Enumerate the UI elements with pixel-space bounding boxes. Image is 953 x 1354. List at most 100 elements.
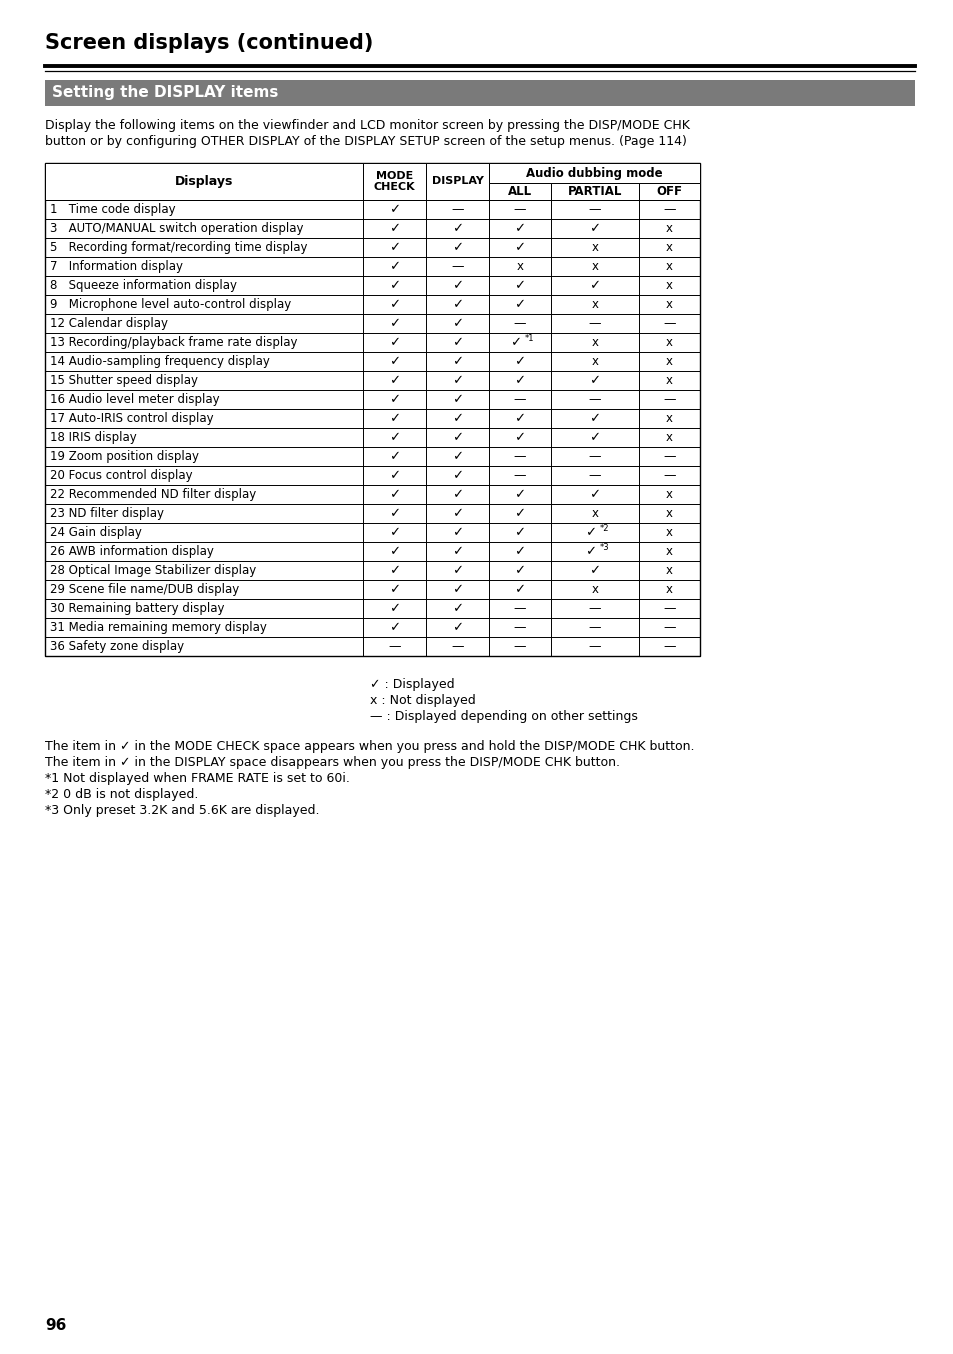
Text: ✓: ✓ [589,565,600,577]
Text: 20 Focus control display: 20 Focus control display [50,468,193,482]
Text: 23 ND filter display: 23 ND filter display [50,506,164,520]
Text: x: x [665,374,672,387]
Text: ✓: ✓ [514,298,525,311]
Text: ✓: ✓ [514,279,525,292]
Text: DISPLAY: DISPLAY [431,176,483,187]
Text: x: x [591,506,598,520]
Text: ✓: ✓ [589,374,600,387]
Text: *3 Only preset 3.2K and 5.6K are displayed.: *3 Only preset 3.2K and 5.6K are display… [45,804,319,816]
Bar [489,162,700,183]
Text: ✓: ✓ [452,336,462,349]
Text: x: x [591,355,598,368]
Text: ✓: ✓ [389,203,399,217]
Text: *1 Not displayed when FRAME RATE is set to 60i.: *1 Not displayed when FRAME RATE is set … [45,772,350,785]
Text: —: — [451,640,463,653]
Text: ✓: ✓ [389,431,399,444]
Text: x: x [591,336,598,349]
Text: *1: *1 [524,334,534,343]
Text: Displays: Displays [174,175,233,188]
Text: 22 Recommended ND filter display: 22 Recommended ND filter display [50,487,256,501]
Text: *2: *2 [599,524,609,533]
Text: —: — [662,203,675,217]
Text: —: — [662,393,675,406]
Bar [639,183,700,200]
Text: ✓: ✓ [452,222,462,236]
Bar [426,162,489,200]
Text: 15 Shutter speed display: 15 Shutter speed display [50,374,198,387]
Text: —: — [662,603,675,615]
Text: —: — [588,203,600,217]
Text: *3: *3 [599,543,609,552]
Text: —: — [662,640,675,653]
Text: ✓: ✓ [514,546,525,558]
Text: —: — [588,603,600,615]
Text: —: — [451,260,463,274]
Text: 26 AWB information display: 26 AWB information display [50,546,213,558]
Text: The item in ✓ in the DISPLAY space disappears when you press the DISP/MODE CHK b: The item in ✓ in the DISPLAY space disap… [45,756,619,769]
Text: button or by configuring OTHER DISPLAY of the DISPLAY SETUP screen of the setup : button or by configuring OTHER DISPLAY o… [45,135,686,148]
Text: x: x [665,584,672,596]
Text: x : Not displayed: x : Not displayed [370,695,476,707]
Text: 30 Remaining battery display: 30 Remaining battery display [50,603,224,615]
Text: ✓: ✓ [514,506,525,520]
Text: x: x [665,241,672,255]
Text: ✓: ✓ [389,317,399,330]
Text: 3   AUTO/MANUAL switch operation display: 3 AUTO/MANUAL switch operation display [50,222,303,236]
Bar [45,162,363,200]
Text: ✓: ✓ [452,621,462,634]
Text: 12 Calendar display: 12 Calendar display [50,317,168,330]
Text: 19 Zoom position display: 19 Zoom position display [50,450,199,463]
Text: —: — [514,393,526,406]
Text: ✓: ✓ [389,603,399,615]
Text: ✓: ✓ [452,298,462,311]
Text: OFF: OFF [656,185,681,198]
Text: x: x [665,355,672,368]
Text: —: — [451,203,463,217]
Text: ✓: ✓ [389,241,399,255]
Text: x: x [665,546,672,558]
Text: x: x [516,260,523,274]
Text: x: x [665,506,672,520]
Text: ✓: ✓ [452,603,462,615]
Text: ✓: ✓ [389,412,399,425]
Text: ✓: ✓ [514,525,525,539]
Text: —: — [514,603,526,615]
Text: x: x [665,412,672,425]
Text: ✓: ✓ [589,412,600,425]
Text: —: — [588,450,600,463]
Text: ✓: ✓ [389,546,399,558]
Text: ALL: ALL [507,185,532,198]
Text: *2 0 dB is not displayed.: *2 0 dB is not displayed. [45,788,198,802]
Text: ✓: ✓ [589,487,600,501]
Text: ✓: ✓ [589,431,600,444]
Text: —: — [588,621,600,634]
Text: 36 Safety zone display: 36 Safety zone display [50,640,184,653]
Text: 28 Optical Image Stabilizer display: 28 Optical Image Stabilizer display [50,565,256,577]
Text: Screen displays (continued): Screen displays (continued) [45,32,373,53]
Text: 5   Recording format/recording time display: 5 Recording format/recording time displa… [50,241,307,255]
Bar [45,80,914,106]
Text: —: — [588,640,600,653]
Text: ✓: ✓ [452,450,462,463]
Text: — : Displayed depending on other settings: — : Displayed depending on other setting… [370,709,638,723]
Text: ✓: ✓ [389,393,399,406]
Text: x: x [591,298,598,311]
Text: ✓: ✓ [452,468,462,482]
Text: ✓: ✓ [514,431,525,444]
Text: 13 Recording/playback frame rate display: 13 Recording/playback frame rate display [50,336,297,349]
Text: 17 Auto-IRIS control display: 17 Auto-IRIS control display [50,412,213,425]
Text: ✓: ✓ [514,487,525,501]
Text: —: — [662,621,675,634]
Text: ✓: ✓ [389,468,399,482]
Text: —: — [588,317,600,330]
Text: ✓: ✓ [514,584,525,596]
Bar [45,162,700,655]
Text: ✓: ✓ [452,241,462,255]
Text: —: — [514,468,526,482]
Text: Audio dubbing mode: Audio dubbing mode [526,167,662,180]
Text: x: x [665,260,672,274]
Text: PARTIAL: PARTIAL [567,185,621,198]
Text: ✓: ✓ [510,336,521,349]
Text: 9   Microphone level auto-control display: 9 Microphone level auto-control display [50,298,291,311]
Text: ✓: ✓ [389,222,399,236]
